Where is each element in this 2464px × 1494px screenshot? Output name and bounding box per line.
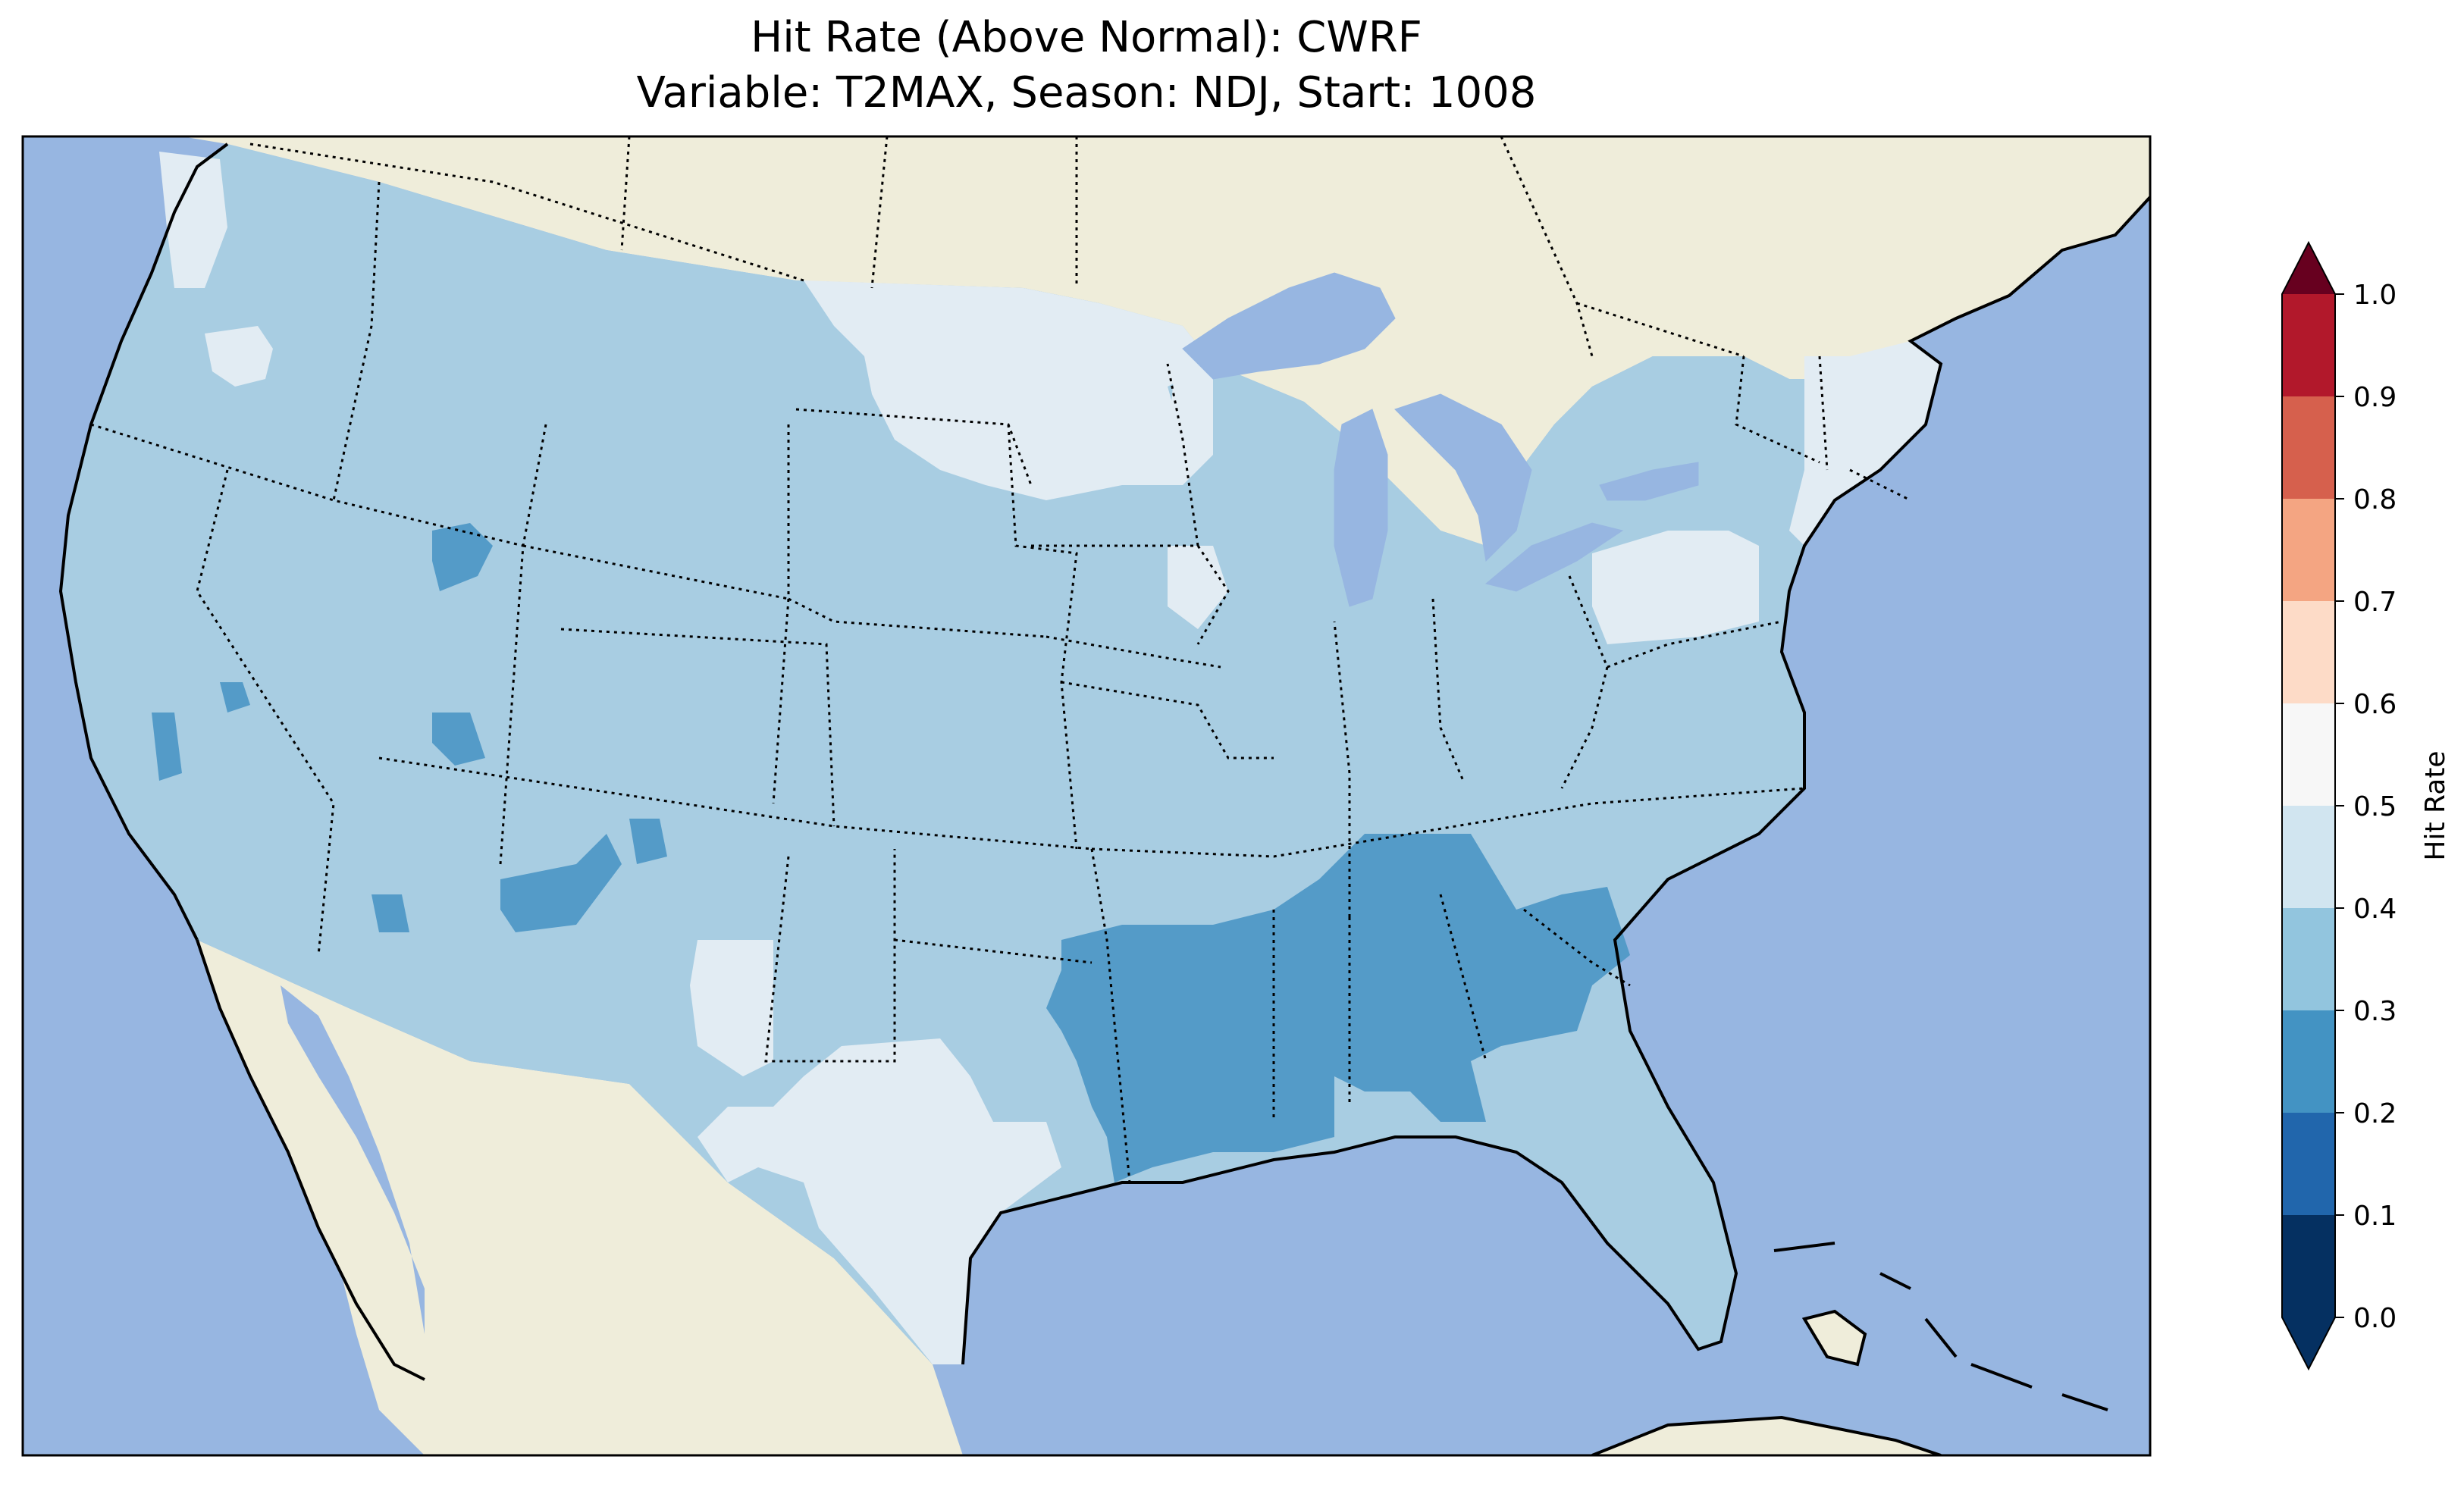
- colorbar-tick-label: 0.2: [2353, 1098, 2397, 1129]
- new-york-pennsylvania-patch: [1592, 531, 1759, 644]
- colorbar-extend-max: [2282, 243, 2335, 294]
- south-texas-patch: [698, 1038, 1061, 1364]
- colorbar-tick-label: 0.3: [2353, 996, 2397, 1027]
- colorbar-bin-8: [2282, 396, 2335, 499]
- oregon-patch: [205, 326, 273, 387]
- lake-michigan: [1334, 409, 1388, 607]
- map-area: [23, 136, 2150, 1455]
- arizona-patch: [371, 894, 409, 932]
- new-mexico-patch: [500, 834, 622, 932]
- chart-title: Hit Rate (Above Normal): CWRF: [751, 13, 1422, 62]
- colorbar-extend-min: [2282, 1317, 2335, 1369]
- colorbar-tick-label: 0.1: [2353, 1201, 2397, 1232]
- new-england-patch: [1789, 341, 1941, 546]
- northern-plains-region: [804, 280, 1213, 500]
- baja-land: [197, 940, 425, 1380]
- colorbar-tick-label: 0.5: [2353, 791, 2397, 822]
- colorbar-bin-2: [2282, 1010, 2335, 1113]
- nevada-patch: [220, 682, 250, 713]
- chart-subtitle: Variable: T2MAX, Season: NDJ, Start: 100…: [636, 68, 1537, 117]
- colorbar-bin-7: [2282, 499, 2335, 601]
- colorbar-bin-5: [2282, 703, 2335, 806]
- lake-huron: [1394, 393, 1532, 562]
- colorbar-bin-0: [2282, 1215, 2335, 1317]
- colorbar-bin-4: [2282, 806, 2335, 908]
- utah-patch-north: [432, 523, 493, 591]
- gulf-of-california: [281, 985, 425, 1334]
- colorbar-tick-label: 0.9: [2353, 382, 2397, 413]
- map-frame: [21, 135, 2152, 1457]
- colorbar-tick-label: 0.4: [2353, 894, 2397, 925]
- coastlines: [58, 143, 2150, 1455]
- colorbar-tick-label: 0.0: [2353, 1303, 2397, 1334]
- lake-superior: [1182, 272, 1396, 380]
- wisconsin-patch: [1168, 364, 1213, 485]
- colorbar: 0.0 0.1 0.2 0.3 0.4 0.5 0.6 0.7 0.8 0.9 1.0 Hit Rat…: [2281, 240, 2451, 1371]
- colorbar-bin-6: [2282, 601, 2335, 703]
- caribbean-land: [1592, 1417, 1941, 1455]
- west-texas-patch: [690, 940, 773, 1076]
- cuba-land: [1804, 1311, 1865, 1364]
- colorbar-tick-label: 0.7: [2353, 587, 2397, 618]
- lake-ontario: [1599, 462, 1699, 501]
- utah-patch-south: [432, 713, 485, 766]
- colorbar-bin-1: [2282, 1113, 2335, 1215]
- california-patch: [152, 713, 182, 781]
- colorbar-label: Hit Rate: [2420, 750, 2451, 860]
- colorbar-tick-label: 0.6: [2353, 689, 2397, 720]
- lake-erie: [1484, 522, 1624, 592]
- colorbar-tick-label: 0.8: [2353, 484, 2397, 515]
- southeast-region: [1046, 834, 1630, 1182]
- colorbar-tick-label: 1.0: [2353, 280, 2397, 311]
- canada-land: [182, 136, 2150, 546]
- colorbar-bin-9: [2282, 294, 2335, 396]
- colorbar-bin-3: [2282, 908, 2335, 1010]
- washington-coast-patch: [159, 152, 227, 288]
- colorado-patch: [629, 819, 667, 864]
- state-borders: [90, 136, 1911, 1183]
